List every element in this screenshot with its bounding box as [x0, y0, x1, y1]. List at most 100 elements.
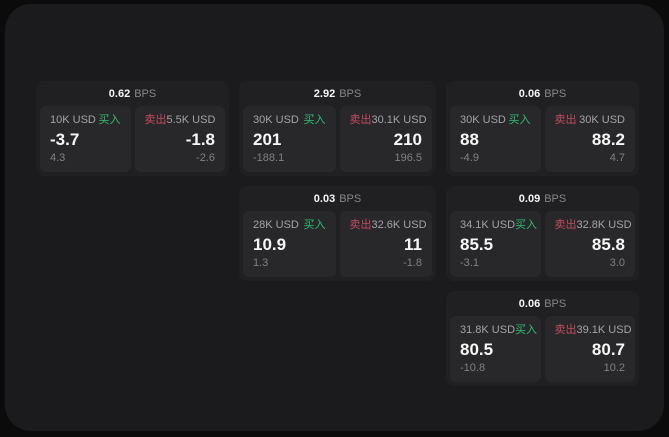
buy-panel[interactable]: 28K USD 买入 10.9 1.3	[243, 211, 336, 277]
sell-label: 卖出	[554, 114, 577, 126]
app-window: 0.62 BPS 10K USD 买入 -3.7 4.3 卖出 5.5K USD…	[5, 4, 664, 431]
quote-card[interactable]: 0.09 BPS 34.1K USD 买入 85.5 -3.1 卖出 32.8K…	[446, 186, 639, 281]
bps-unit-label: BPS	[544, 192, 567, 205]
buy-panel[interactable]: 30K USD 买入 88 -4.9	[450, 106, 541, 172]
buy-label: 买入	[508, 114, 531, 126]
sell-panel[interactable]: 卖出 32.6K USD 11 -1.8	[339, 211, 432, 277]
bps-value: 0.06	[518, 87, 541, 100]
quote-panels: 10K USD 买入 -3.7 4.3 卖出 5.5K USD -1.8 -2.…	[40, 106, 225, 172]
buy-panel-header: 10K USD 买入	[50, 114, 121, 127]
quote-card[interactable]: 0.62 BPS 10K USD 买入 -3.7 4.3 卖出 5.5K USD…	[36, 81, 229, 176]
quotes-grid: 0.62 BPS 10K USD 买入 -3.7 4.3 卖出 5.5K USD…	[36, 81, 639, 386]
buy-price: 80.5	[460, 340, 494, 359]
sell-panel-header: 卖出 32.8K USD	[554, 219, 632, 232]
buy-price: 85.5	[460, 235, 494, 254]
bps-unit-label: BPS	[544, 297, 567, 310]
bps-value: 0.09	[518, 192, 541, 205]
buy-amount: 30K USD	[253, 114, 299, 126]
bps-unit-label: BPS	[544, 87, 567, 100]
buy-label: 买入	[515, 219, 538, 231]
buy-amount: 31.8K USD	[460, 324, 516, 336]
bps-value: 0.62	[108, 87, 131, 100]
buy-panel[interactable]: 30K USD 买入 201 -188.1	[243, 106, 336, 172]
sell-label: 卖出	[554, 219, 577, 231]
card-header: 0.62 BPS	[40, 81, 225, 106]
quote-card[interactable]: 0.03 BPS 28K USD 买入 10.9 1.3 卖出 32.6K US…	[239, 186, 436, 281]
buy-panel-header: 28K USD 买入	[253, 219, 326, 232]
bps-value: 0.06	[518, 297, 541, 310]
sell-sub-value: -2.6	[196, 152, 215, 164]
buy-panel-header: 31.8K USD 买入	[460, 324, 537, 337]
buy-price: -3.7	[50, 130, 80, 149]
bps-unit-label: BPS	[134, 87, 157, 100]
sell-amount: 30.1K USD	[371, 114, 427, 126]
sell-price: 85.8	[591, 235, 625, 254]
bps-unit-label: BPS	[339, 192, 362, 205]
sell-amount: 30K USD	[579, 114, 625, 126]
sell-amount: 32.6K USD	[371, 219, 427, 231]
bps-value: 2.92	[313, 87, 336, 100]
sell-price: 88.2	[591, 130, 625, 149]
buy-label: 买入	[98, 114, 121, 126]
sell-panel-header: 卖出 5.5K USD	[145, 114, 216, 127]
sell-label: 卖出	[554, 324, 577, 336]
sell-amount: 32.8K USD	[576, 219, 632, 231]
quote-panels: 28K USD 买入 10.9 1.3 卖出 32.6K USD 11 -1.8	[243, 211, 432, 277]
buy-label: 买入	[303, 219, 326, 231]
sell-label: 卖出	[349, 219, 372, 231]
quote-card[interactable]: 0.06 BPS 30K USD 买入 88 -4.9 卖出 30K USD 8…	[446, 81, 639, 176]
bps-value: 0.03	[313, 192, 336, 205]
card-header: 0.03 BPS	[243, 186, 432, 211]
quote-card[interactable]: 2.92 BPS 30K USD 买入 201 -188.1 卖出 30.1K …	[239, 81, 436, 176]
quote-panels: 34.1K USD 买入 85.5 -3.1 卖出 32.8K USD 85.8…	[450, 211, 635, 277]
sell-panel-header: 卖出 32.6K USD	[349, 219, 427, 232]
buy-sub-value: 1.3	[253, 257, 269, 269]
sell-sub-value: 4.7	[609, 152, 625, 164]
quote-card[interactable]: 0.06 BPS 31.8K USD 买入 80.5 -10.8 卖出 39.1…	[446, 291, 639, 386]
buy-amount: 28K USD	[253, 219, 299, 231]
sell-price: 80.7	[591, 340, 625, 359]
card-header: 0.06 BPS	[450, 291, 635, 316]
sell-sub-value: 196.5	[394, 152, 422, 164]
sell-price: 210	[393, 130, 422, 149]
sell-label: 卖出	[144, 114, 167, 126]
sell-panel[interactable]: 卖出 30.1K USD 210 196.5	[339, 106, 432, 172]
sell-label: 卖出	[349, 114, 372, 126]
buy-label: 买入	[515, 324, 538, 336]
buy-panel[interactable]: 31.8K USD 买入 80.5 -10.8	[450, 316, 541, 382]
buy-sub-value: -4.9	[460, 152, 479, 164]
buy-amount: 34.1K USD	[460, 219, 516, 231]
sell-sub-value: 3.0	[609, 257, 625, 269]
buy-label: 买入	[303, 114, 326, 126]
bps-unit-label: BPS	[339, 87, 362, 100]
sell-price: -1.8	[185, 130, 215, 149]
sell-panel-header: 卖出 30K USD	[555, 114, 626, 127]
buy-panel[interactable]: 34.1K USD 买入 85.5 -3.1	[450, 211, 541, 277]
sell-sub-value: -1.8	[403, 257, 422, 269]
sell-panel[interactable]: 卖出 30K USD 88.2 4.7	[544, 106, 635, 172]
card-header: 2.92 BPS	[243, 81, 432, 106]
buy-amount: 30K USD	[460, 114, 506, 126]
sell-panel[interactable]: 卖出 5.5K USD -1.8 -2.6	[134, 106, 225, 172]
quote-panels: 30K USD 买入 88 -4.9 卖出 30K USD 88.2 4.7	[450, 106, 635, 172]
buy-price: 88	[460, 130, 479, 149]
sell-amount: 5.5K USD	[166, 114, 216, 126]
buy-sub-value: -188.1	[253, 152, 285, 164]
sell-panel[interactable]: 卖出 39.1K USD 80.7 10.2	[544, 316, 635, 382]
sell-panel-header: 卖出 30.1K USD	[349, 114, 427, 127]
sell-sub-value: 10.2	[603, 362, 625, 374]
buy-amount: 10K USD	[50, 114, 96, 126]
sell-panel[interactable]: 卖出 32.8K USD 85.8 3.0	[544, 211, 635, 277]
buy-sub-value: -3.1	[460, 257, 479, 269]
buy-panel[interactable]: 10K USD 买入 -3.7 4.3	[40, 106, 131, 172]
card-header: 0.09 BPS	[450, 186, 635, 211]
card-header: 0.06 BPS	[450, 81, 635, 106]
quote-panels: 30K USD 买入 201 -188.1 卖出 30.1K USD 210 1…	[243, 106, 432, 172]
buy-price: 10.9	[253, 235, 287, 254]
buy-sub-value: -10.8	[460, 362, 486, 374]
sell-price: 11	[404, 235, 422, 254]
sell-panel-header: 卖出 39.1K USD	[554, 324, 632, 337]
quote-panels: 31.8K USD 买入 80.5 -10.8 卖出 39.1K USD 80.…	[450, 316, 635, 382]
buy-panel-header: 34.1K USD 买入	[460, 219, 537, 232]
